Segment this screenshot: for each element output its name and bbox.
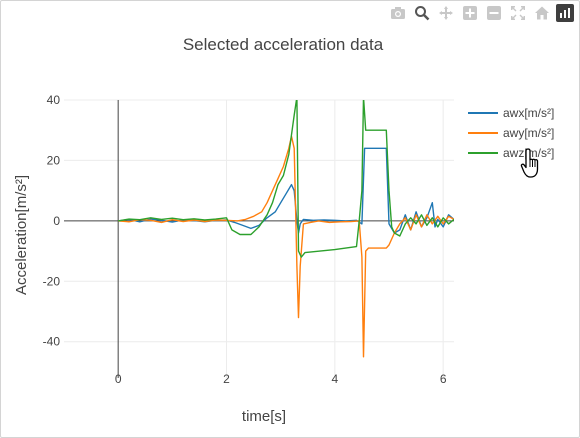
x-tick-label: 2 — [223, 372, 230, 386]
zoom-out-icon — [487, 6, 501, 20]
y-axis-label: Acceleration[m/s²] — [13, 175, 30, 295]
legend-label: awz[m/s²] — [503, 146, 554, 160]
grid — [64, 99, 454, 378]
y-tick-label: 40 — [47, 93, 61, 107]
x-tick-label: 4 — [331, 372, 338, 386]
home-button[interactable] — [532, 3, 552, 23]
zoom-icon — [415, 6, 430, 21]
axes — [64, 100, 454, 378]
plotly-logo-button[interactable] — [556, 4, 574, 22]
legend-item[interactable]: awy[m/s²] — [468, 126, 554, 140]
camera-icon — [391, 7, 405, 19]
legend-label: awy[m/s²] — [503, 126, 554, 140]
autoscale-icon — [511, 6, 525, 20]
plotly-logo-icon — [560, 8, 570, 18]
modebar — [388, 3, 574, 23]
series-line-1[interactable] — [118, 135, 454, 358]
series-lines — [118, 97, 454, 358]
legend-label: awx[m/s²] — [503, 106, 554, 120]
tick-labels: -40 -20 0 20 40 0 2 4 6 — [43, 93, 447, 386]
y-tick-label: -40 — [43, 335, 61, 349]
series-line-2[interactable] — [118, 97, 454, 258]
home-icon — [535, 6, 549, 20]
pan-icon — [439, 6, 453, 20]
legend[interactable]: awx[m/s²] awy[m/s²] awz[m/s²] — [468, 106, 554, 160]
zoom-in-button[interactable] — [460, 3, 480, 23]
pan-button[interactable] — [436, 3, 456, 23]
camera-button[interactable] — [388, 3, 408, 23]
y-tick-label: 20 — [47, 153, 61, 167]
autoscale-button[interactable] — [508, 3, 528, 23]
zoom-out-button[interactable] — [484, 3, 504, 23]
legend-item[interactable]: awx[m/s²] — [468, 106, 554, 120]
chart-title: Selected acceleration data — [183, 35, 384, 54]
x-tick-label: 6 — [440, 372, 447, 386]
x-axis-label: time[s] — [242, 408, 286, 425]
zoom-in-icon — [463, 6, 477, 20]
legend-item[interactable]: awz[m/s²] — [468, 146, 554, 160]
x-tick-label: 0 — [115, 372, 122, 386]
y-tick-label: 0 — [53, 214, 60, 228]
y-tick-label: -20 — [43, 274, 61, 288]
zoom-button[interactable] — [412, 3, 432, 23]
